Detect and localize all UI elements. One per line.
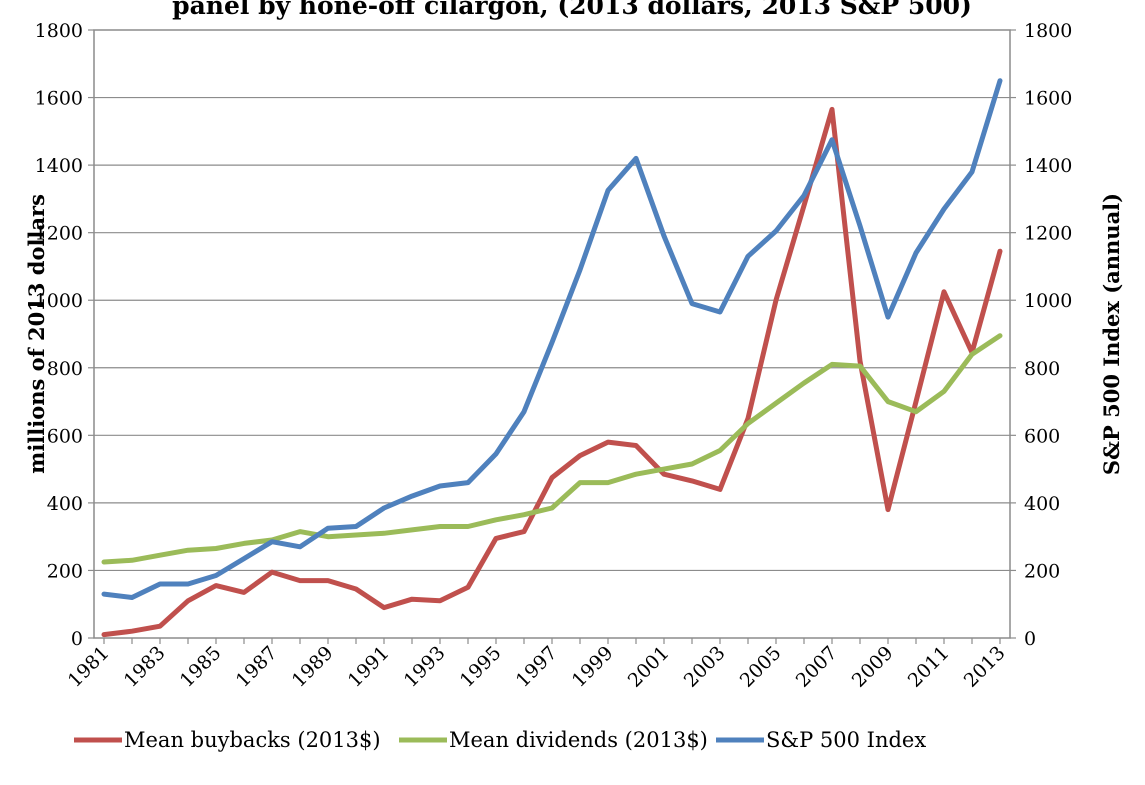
right-tick-label: 200 <box>1024 560 1060 582</box>
x-tick-label: 2013 <box>960 642 1010 692</box>
x-tick-label: 2007 <box>792 642 842 692</box>
left-tick-label: 1200 <box>35 223 83 245</box>
x-tick-label: 1995 <box>456 642 506 692</box>
x-tick-label: 1989 <box>288 642 338 692</box>
series-line-mean-buybacks-2013 <box>101 106 1003 638</box>
legend: Mean buybacks (2013$) Mean dividends (201… <box>74 728 926 752</box>
left-tick-label: 1000 <box>35 290 83 312</box>
x-tick-label: 2009 <box>848 642 898 692</box>
right-tick-label: 1400 <box>1024 155 1072 177</box>
left-y-axis-ticks: 0 200 400 600 800 1000 1200 1400 1600 1800 <box>35 20 94 650</box>
left-tick-label: 1600 <box>35 88 83 110</box>
series-line-mean-dividends-2013 <box>101 333 1003 565</box>
legend-label: Mean buybacks (2013$) <box>124 728 381 752</box>
x-tick-label: 1985 <box>176 642 226 692</box>
right-tick-label: 1800 <box>1024 20 1072 42</box>
x-tick-label: 1983 <box>120 642 170 692</box>
series-lines <box>101 78 1003 638</box>
x-tick-label: 2001 <box>624 642 674 692</box>
x-tick-label: 2005 <box>736 642 786 692</box>
left-tick-label: 600 <box>47 425 83 447</box>
x-tick-label: 1999 <box>568 642 618 692</box>
right-tick-label: 0 <box>1024 628 1036 650</box>
right-axis-title: S&P 500 Index (annual) <box>1099 193 1124 475</box>
right-tick-label: 1000 <box>1024 290 1072 312</box>
right-tick-label: 1200 <box>1024 223 1072 245</box>
left-tick-label: 0 <box>71 628 83 650</box>
x-tick-label: 2011 <box>904 642 954 692</box>
chart-title: panel by hone-off cilargon, (2013 dollar… <box>172 0 972 20</box>
x-axis-ticks: 1981 1983 1985 1987 1989 1991 1993 1995 1997 1999… <box>64 638 1010 692</box>
left-tick-label: 400 <box>47 493 83 515</box>
series-line-s-p-500-index <box>101 78 1003 600</box>
x-tick-label: 1987 <box>232 642 282 692</box>
left-tick-label: 800 <box>47 358 83 380</box>
right-tick-label: 800 <box>1024 358 1060 380</box>
left-tick-label: 200 <box>47 560 83 582</box>
left-tick-label: 1400 <box>35 155 83 177</box>
x-tick-label: 1991 <box>344 642 394 692</box>
right-tick-label: 1600 <box>1024 88 1072 110</box>
right-y-axis-ticks: 0 200 400 600 800 1000 1200 1400 1600 1800 <box>1010 20 1072 650</box>
x-tick-label: 1993 <box>400 642 450 692</box>
legend-label: Mean dividends (2013$) <box>449 728 708 752</box>
gridlines <box>94 96 1010 572</box>
x-tick-label: 1997 <box>512 642 562 692</box>
right-tick-label: 400 <box>1024 493 1060 515</box>
left-tick-label: 1800 <box>35 20 83 42</box>
x-tick-label: 2003 <box>680 642 730 692</box>
right-tick-label: 600 <box>1024 425 1060 447</box>
left-axis-title: millions of 2013 dollars <box>24 194 49 474</box>
legend-label: S&P 500 Index <box>766 728 926 752</box>
